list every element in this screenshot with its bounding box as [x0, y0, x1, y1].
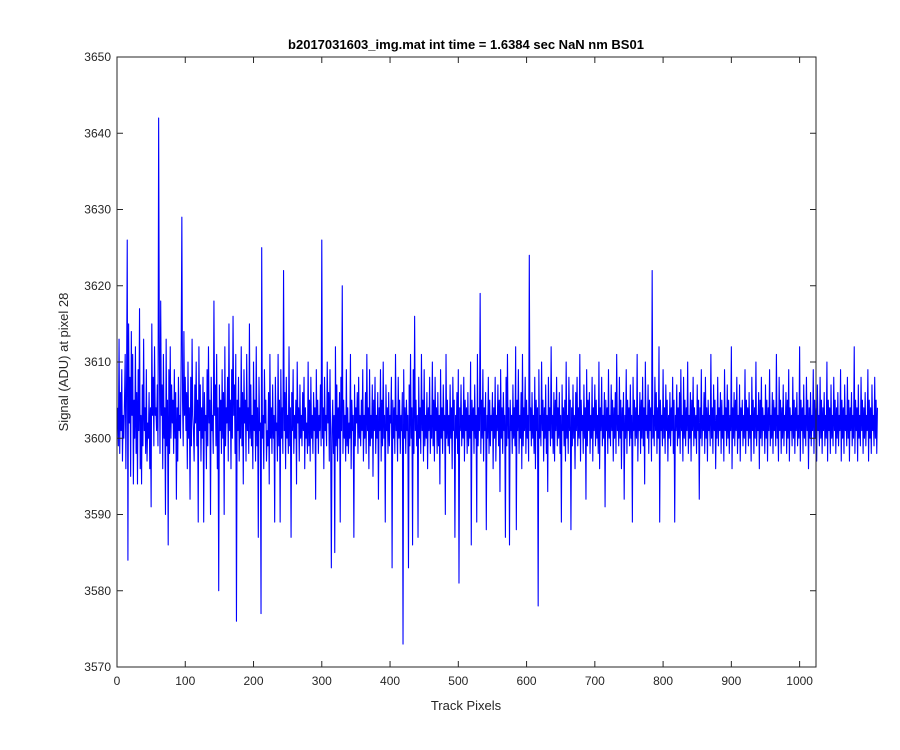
chart-title: b2017031603_img.mat int time = 1.6384 se…: [288, 37, 644, 52]
y-tick-label: 3640: [84, 126, 111, 140]
y-tick-label: 3570: [84, 660, 111, 674]
x-tick-label: 400: [380, 674, 400, 688]
y-tick-label: 3600: [84, 431, 111, 445]
y-tick-label: 3590: [84, 508, 111, 522]
x-tick-label: 700: [585, 674, 605, 688]
x-tick-label: 900: [721, 674, 741, 688]
series-line-0: [117, 117, 878, 645]
x-tick-label: 300: [312, 674, 332, 688]
x-axis-label: Track Pixels: [431, 698, 502, 713]
y-tick-label: 3650: [84, 50, 111, 64]
x-tick-label: 600: [517, 674, 537, 688]
x-tick-label: 100: [175, 674, 195, 688]
y-tick-label: 3610: [84, 355, 111, 369]
y-axis-label: Signal (ADU) at pixel 28: [56, 293, 71, 432]
y-tick-label: 3580: [84, 584, 111, 598]
y-tick-label: 3620: [84, 279, 111, 293]
y-tick-label: 3630: [84, 203, 111, 217]
x-tick-label: 200: [244, 674, 264, 688]
x-tick-label: 0: [114, 674, 121, 688]
x-tick-label: 1000: [786, 674, 813, 688]
x-tick-label: 800: [653, 674, 673, 688]
x-tick-label: 500: [448, 674, 468, 688]
